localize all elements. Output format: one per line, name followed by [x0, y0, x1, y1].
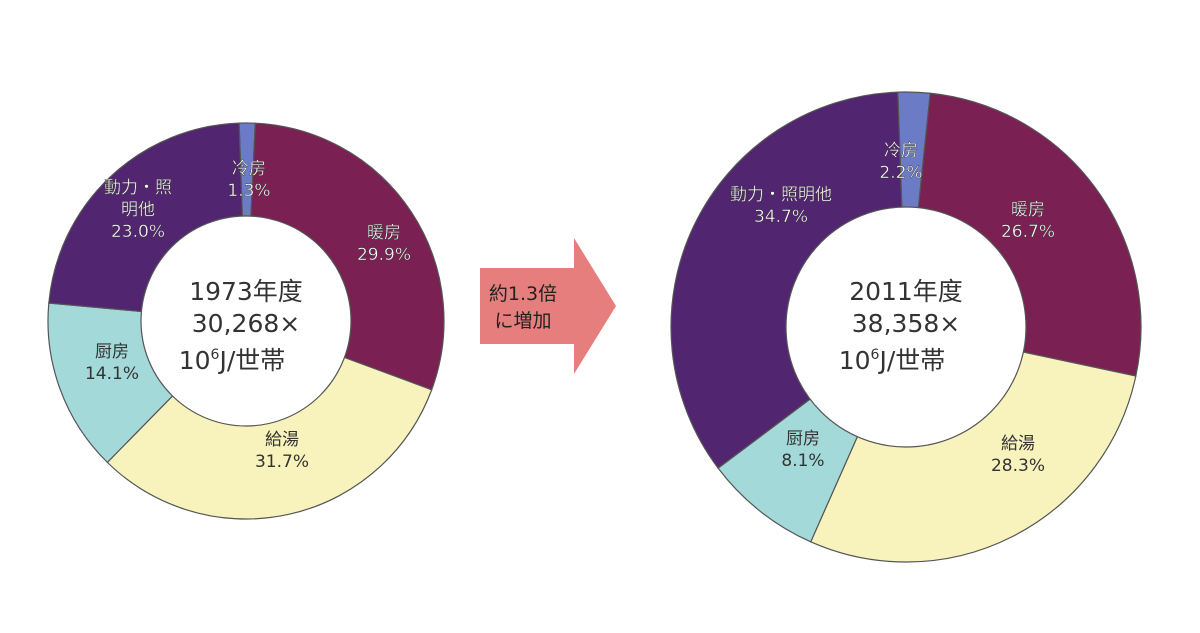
slice-label-hot-water: 28.3% — [991, 456, 1045, 476]
center-label-1973: 1973年度 30,268× 106J/世帯 — [179, 277, 303, 375]
slice-label-kitchen: 厨房 — [95, 342, 129, 362]
slice-label-power-lighting-other: 動力・照明他 — [730, 185, 832, 205]
slice-label-heating: 暖房 — [367, 223, 401, 243]
slice-label-kitchen: 14.1% — [85, 364, 139, 384]
donut-hole — [140, 215, 352, 427]
slice-label-kitchen: 8.1% — [781, 451, 824, 471]
slice-label-kitchen: 厨房 — [786, 429, 820, 449]
arrow-shape — [480, 238, 616, 374]
increase-arrow: 約1.3倍 に増加 — [480, 238, 616, 374]
slice-label-heating: 29.9% — [357, 245, 411, 265]
slice-label-power-lighting-other: 動力・照 — [104, 178, 172, 198]
slice-label-power-lighting-other: 23.0% — [111, 222, 165, 242]
slice-label-cooling: 1.3% — [227, 181, 270, 201]
donut-hole — [785, 206, 1027, 448]
center-label-2011: 2011年度 38,358× 106J/世帯 — [839, 277, 963, 375]
arrow-label-line2: に増加 — [494, 310, 551, 332]
slice-label-cooling: 冷房 — [884, 141, 918, 161]
slice-label-heating: 26.7% — [1001, 222, 1055, 242]
slice-label-hot-water: 給湯 — [1001, 434, 1035, 454]
slice-power-lighting-other — [670, 91, 907, 470]
slice-label-hot-water: 31.7% — [255, 452, 309, 472]
slice-label-heating: 暖房 — [1011, 200, 1045, 220]
arrow-label-line1: 約1.3倍 — [489, 283, 557, 305]
slice-label-power-lighting-other: 明他 — [121, 200, 155, 220]
slice-label-hot-water: 給湯 — [265, 430, 299, 450]
slice-label-power-lighting-other: 34.7% — [754, 207, 808, 227]
slice-label-cooling: 冷房 — [232, 159, 266, 179]
slice-label-cooling: 2.2% — [879, 163, 922, 183]
